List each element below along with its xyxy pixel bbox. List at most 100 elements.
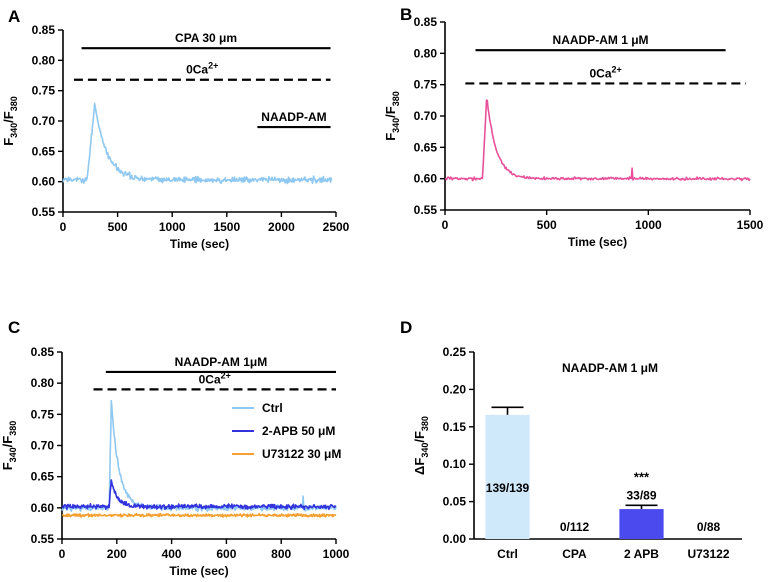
annotation-text: NAADP-AM 1 μM [553, 33, 649, 47]
y-tick-label: 0.75 [414, 78, 438, 92]
y-label-subscript: 380 [9, 96, 19, 111]
x-tick-label: Ctrl [497, 547, 518, 561]
y-label-text: F [1, 138, 16, 146]
y-tick-label: 0.75 [32, 84, 56, 98]
y-label-subscript: 340 [391, 118, 401, 133]
x-tick-label: 400 [162, 547, 182, 561]
annotation-label: 0Ca2+ [199, 370, 231, 386]
y-axis-label: F340/F380 [1, 96, 19, 146]
count-label: 33/89 [626, 488, 656, 502]
x-tick-label: 2000 [268, 220, 295, 234]
x-tick-label: 0 [442, 218, 449, 232]
y-label-subscript: 340 [420, 443, 430, 458]
y-label-subscript: 380 [8, 421, 18, 436]
y-tick-label: 0.70 [414, 109, 438, 123]
y-label-subscript: 380 [391, 91, 401, 106]
y-tick-label: 0.80 [31, 376, 55, 390]
annotation-label: 0Ca2+ [186, 61, 218, 77]
annotation-label: NAADP-AM 1μM [175, 355, 268, 369]
y-tick-label: 0.60 [32, 175, 56, 189]
y-label-text: /F [0, 436, 15, 448]
legend-label: 2-APB 50 μM [262, 424, 335, 438]
x-tick-label: 2500 [323, 220, 350, 234]
y-label-subscript: 340 [8, 447, 18, 462]
annotation-text: NAADP-AM [261, 110, 326, 124]
panel-letter: D [400, 318, 412, 337]
chart-title: NAADP-AM 1 μM [562, 361, 658, 375]
y-label-subscript: 380 [420, 416, 430, 431]
y-tick-label: 0.25 [443, 345, 467, 359]
x-tick-label: 800 [271, 547, 291, 561]
x-tick-label: 200 [107, 547, 127, 561]
y-tick-label: 0.70 [32, 114, 56, 128]
y-tick-label: 0.85 [31, 345, 55, 359]
panel-a: A 0.55 0.60 0.65 0.70 0.75 0.80 0.85 0 500 1000 150… [1, 7, 350, 251]
y-axis-label: F340/F380 [0, 421, 18, 471]
legend-label: Ctrl [262, 401, 283, 415]
x-axis-label: Time (sec) [170, 237, 229, 251]
annotation-superscript: 2+ [221, 370, 231, 380]
annotation-label: 0Ca2+ [589, 64, 621, 80]
x-tick-label: 0 [60, 220, 67, 234]
y-tick-label: 0.60 [31, 501, 55, 515]
bar [485, 414, 530, 539]
panel-b: B 0.55 0.60 0.65 0.70 0.75 0.80 0.85 0 500 1000 150… [383, 5, 764, 249]
series-line [61, 479, 337, 511]
y-axis-label: F340/F380 [383, 91, 401, 141]
x-tick-label: 500 [537, 218, 557, 232]
y-tick-label: 0.65 [31, 470, 55, 484]
y-tick-label: 0.65 [414, 140, 438, 154]
x-tick-label: 1500 [737, 218, 764, 232]
y-tick-label: 0.75 [31, 407, 55, 421]
y-label-subscript: 340 [9, 123, 19, 138]
y-tick-label: 0.10 [443, 457, 467, 471]
y-tick-label: 0.70 [31, 439, 55, 453]
x-tick-label: 1500 [213, 220, 240, 234]
y-label-text: F [0, 462, 15, 470]
count-label: 0/88 [697, 520, 721, 534]
y-tick-label: 0.55 [414, 203, 438, 217]
annotation-label: NAADP-AM [261, 110, 326, 124]
panel-c: C 0.55 0.60 0.65 0.70 0.75 0.80 0.85 0 200 400 600 8… [0, 318, 350, 578]
y-tick-label: 0.85 [32, 23, 56, 37]
x-tick-label: 1000 [635, 218, 662, 232]
y-tick-label: 0.60 [414, 172, 438, 186]
y-axis-label: ΔF340/F380 [412, 416, 430, 475]
y-tick-label: 0.55 [32, 205, 56, 219]
annotation-superscript: 2+ [208, 61, 218, 71]
bar [619, 509, 664, 539]
panel-letter: A [8, 7, 20, 26]
y-tick-label: 0.80 [32, 53, 56, 67]
y-tick-label: 0.80 [414, 46, 438, 60]
x-tick-label: 0 [59, 547, 66, 561]
annotation-text: CPA 30 μm [175, 31, 237, 45]
annotation-label: NAADP-AM 1 μM [553, 33, 649, 47]
y-tick-label: 0.05 [443, 495, 467, 509]
x-tick-label: 500 [108, 220, 128, 234]
annotation-label: CPA 30 μm [175, 31, 237, 45]
annotation-text: NAADP-AM 1μM [175, 355, 268, 369]
panel-letter: C [8, 318, 20, 337]
x-axis-label: Time (sec) [169, 564, 228, 578]
panel-letter: B [400, 5, 412, 24]
y-label-text: /F [412, 431, 427, 443]
annotation-text: 0Ca [186, 63, 208, 77]
series-line [444, 99, 751, 182]
count-label: 0/112 [560, 520, 590, 534]
x-tick-label: 1000 [159, 220, 186, 234]
y-tick-label: 0.00 [443, 532, 467, 546]
y-tick-label: 0.65 [32, 144, 56, 158]
y-tick-label: 0.85 [414, 15, 438, 29]
annotation-text: 0Ca [589, 66, 611, 80]
count-label: 139/139 [486, 481, 530, 495]
series-line [62, 102, 333, 185]
x-tick-label: 2 APB [624, 547, 659, 561]
y-label-text: ΔF [412, 458, 427, 475]
x-tick-label: CPA [562, 547, 587, 561]
annotation-superscript: 2+ [612, 64, 622, 74]
x-tick-label: 1000 [323, 547, 350, 561]
panel-d: D 0.00 0.05 0.10 0.15 0.20 0.25 ΔF340/F380 NAADP… [400, 318, 742, 561]
legend-label: U73122 30 μM [262, 447, 341, 461]
y-label-text: /F [1, 111, 16, 123]
